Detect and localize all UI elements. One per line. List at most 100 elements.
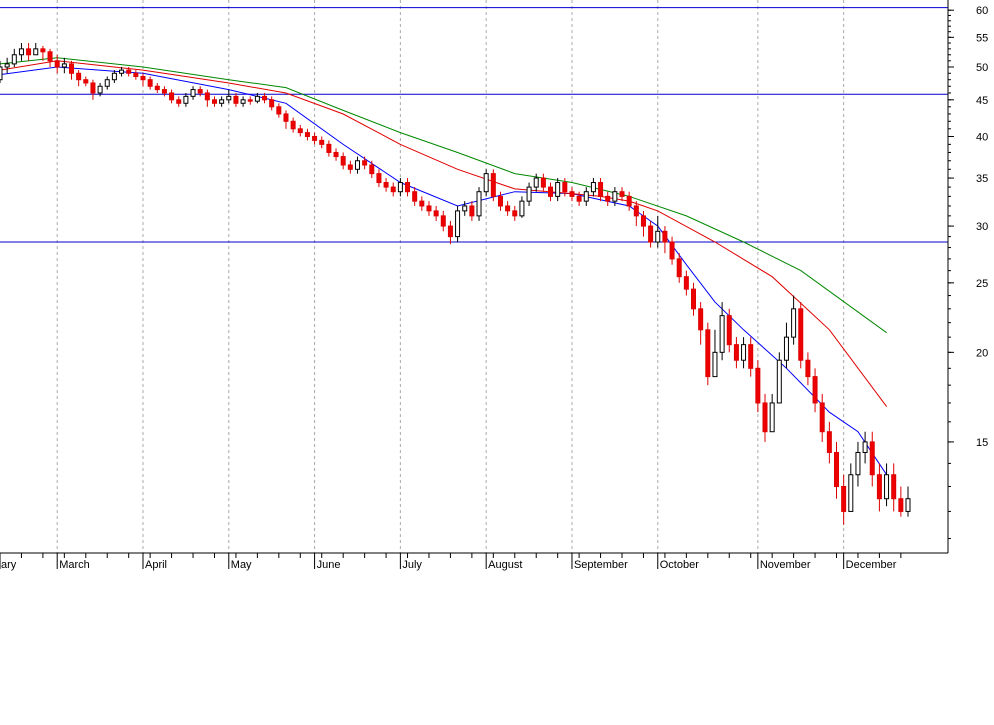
candle: [169, 89, 175, 104]
candle: [176, 96, 182, 107]
candle-body: [562, 182, 568, 193]
grid-layer: [56, 0, 845, 553]
candle-body: [755, 367, 761, 404]
candle-body: [812, 376, 818, 404]
candle: [676, 253, 682, 283]
candle-body: [147, 79, 153, 87]
candle: [283, 110, 289, 129]
candle: [47, 48, 53, 67]
candle: [76, 70, 82, 87]
candle: [640, 210, 646, 237]
candle-body: [83, 79, 89, 84]
candle: [469, 201, 475, 221]
candle-body: [347, 164, 353, 170]
candle-body: [18, 48, 24, 56]
candle-body: [304, 132, 310, 137]
candle-body: [297, 128, 303, 134]
candle-body: [154, 85, 160, 91]
candle: [476, 187, 482, 221]
candle: [369, 160, 375, 179]
candle-body: [719, 315, 725, 353]
candle-body: [640, 215, 646, 227]
candle: [18, 43, 24, 61]
candle: [376, 169, 382, 188]
candle-body: [433, 210, 439, 217]
candle-body: [226, 95, 232, 101]
candle-body: [440, 215, 446, 227]
candle: [548, 182, 554, 202]
candle: [819, 393, 825, 442]
candle: [590, 178, 596, 197]
y-tick-label: 15: [976, 437, 988, 449]
candle: [390, 182, 396, 197]
candle: [447, 220, 453, 245]
y-tick-label: 25: [976, 278, 988, 290]
candle: [605, 191, 611, 206]
candle: [254, 92, 260, 104]
candle-body: [383, 182, 389, 188]
candle: [119, 66, 125, 77]
candle: [333, 148, 339, 161]
candle-body: [319, 139, 325, 145]
x-tick-label: August: [488, 559, 522, 571]
candle: [54, 54, 60, 74]
candle-body: [748, 344, 754, 369]
candle-body: [190, 89, 196, 97]
candle: [612, 187, 618, 206]
candle-body: [197, 89, 203, 94]
candle: [755, 360, 761, 413]
candle: [40, 45, 46, 61]
candle-body: [204, 92, 210, 101]
candle-body: [540, 177, 546, 188]
candle-body: [369, 164, 375, 175]
candle: [805, 352, 811, 386]
candle: [698, 302, 704, 345]
candle-body: [104, 79, 110, 87]
series-line-moving-average-short: [0, 66, 888, 475]
candle-body: [133, 72, 139, 77]
candle-body: [262, 95, 268, 101]
candle: [4, 57, 10, 74]
candle-body: [848, 474, 854, 512]
candle-body: [497, 195, 503, 207]
candle-body: [211, 99, 217, 104]
candle: [855, 441, 861, 487]
candle-body: [290, 120, 296, 130]
candle: [419, 196, 425, 211]
candle-body: [741, 344, 747, 361]
candle: [290, 117, 296, 133]
candle-body: [490, 173, 496, 197]
candle-body: [140, 75, 146, 81]
candle: [462, 201, 468, 216]
reference-lines: [0, 7, 948, 243]
candle: [33, 43, 39, 56]
candle-body: [254, 95, 260, 102]
candle-body: [283, 113, 289, 122]
candle-body: [841, 485, 847, 512]
candle-body: [776, 359, 782, 404]
candle-body: [419, 200, 425, 207]
candle: [304, 128, 310, 141]
candle: [783, 322, 789, 369]
candle: [540, 173, 546, 192]
candle-body: [548, 186, 554, 197]
candle-body: [119, 69, 125, 74]
candle-body: [783, 336, 789, 361]
y-tick-label: 55: [976, 32, 988, 44]
candle-body: [405, 182, 411, 193]
candle-body: [476, 191, 482, 217]
candle: [669, 236, 675, 265]
axes: 15 20 25 30 35 40 45 50 55 60 ary March April May June…: [0, 0, 988, 571]
candle: [733, 337, 739, 369]
candle: [240, 96, 246, 107]
candle: [161, 86, 167, 97]
x-tick-label: September: [574, 559, 628, 571]
candle: [619, 187, 625, 202]
candle: [519, 196, 525, 218]
candle: [354, 156, 360, 174]
candle-body: [605, 195, 611, 202]
candle-body: [276, 106, 282, 115]
candle: [562, 178, 568, 197]
candle-body: [583, 191, 589, 202]
candle: [111, 70, 117, 83]
